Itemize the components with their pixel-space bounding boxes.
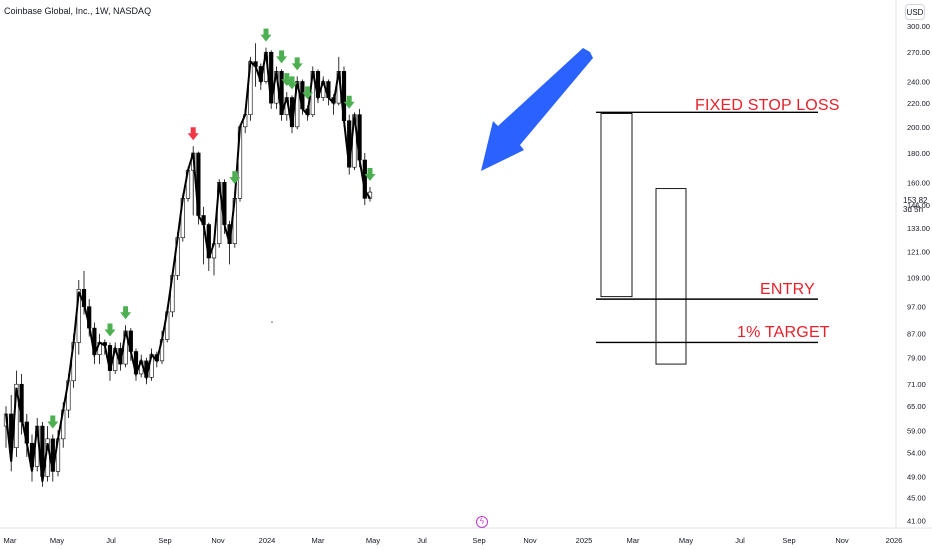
y-tick-label: 109.00 [907,274,930,283]
x-tick-label: May [50,536,64,545]
x-tick-label: 2026 [886,536,903,545]
green-down-arrow-icon [260,28,272,42]
y-tick-label: 121.00 [907,248,930,257]
trade-levels [596,111,818,344]
y-tick-label: 180.00 [907,149,930,158]
lightning-icon[interactable]: ϟ [476,516,488,528]
callout-arrow-icon [481,48,593,171]
chart-title: Coinbase Global, Inc., 1W, NASDAQ [4,6,152,16]
y-tick-label: 200.00 [907,123,930,132]
price-axis: 41.00 45.00 49.00 54.00 59.00 65.00 71.00 79.00… [907,22,930,526]
x-tick-label: Jul [735,536,745,545]
y-tick-label: 54.00 [907,448,926,457]
green-down-arrow-icon [281,73,293,87]
green-down-arrow-icon [364,167,376,181]
x-tick-label: 2025 [576,536,593,545]
y-tick-label: 146.00 [907,201,930,210]
green-down-arrow-icon [302,86,314,100]
x-tick-label: Sep [472,536,485,545]
y-tick-label: 65.00 [907,402,926,411]
x-tick-label: Sep [158,536,171,545]
currency-button[interactable]: USD [905,4,925,20]
x-tick-label: Nov [523,536,537,545]
x-tick-label: Jul [417,536,427,545]
price-dot [271,321,273,323]
range-box [600,113,633,298]
y-tick-label: 49.00 [907,472,926,481]
close-line [5,52,371,482]
y-tick-label: 133.00 [907,224,930,233]
x-tick-label: Nov [835,536,849,545]
y-tick-label: 45.00 [907,494,926,503]
green-down-arrow-icon [276,50,288,64]
x-tick-label: 2024 [259,536,276,545]
x-tick-label: May [366,536,380,545]
y-tick-label: 240.00 [907,78,930,87]
y-tick-label: 79.00 [907,354,926,363]
green-down-arrow-icon [343,95,355,109]
x-tick-label: Jul [106,536,116,545]
green-down-arrow-icon [229,171,241,185]
x-tick-label: Nov [211,536,225,545]
x-tick-label: Sep [782,536,795,545]
y-tick-label: 220.00 [907,99,930,108]
green-down-arrow-icon [291,57,303,71]
y-tick-label: 87.00 [907,330,926,339]
y-tick-label: 270.00 [907,48,930,57]
stop-loss-label: FIXED STOP LOSS [695,97,840,114]
x-tick-label: May [679,536,693,545]
red-down-arrow-icon [187,127,199,141]
y-tick-label: 41.00 [907,517,926,526]
callout-arrow [481,48,593,171]
green-down-arrow-icon [286,76,298,90]
bar-countdown: 3d 5h [903,205,924,214]
x-tick-label: Mar [627,536,640,545]
range-box [655,188,687,365]
time-axis: Mar May Jul Sep Nov 2024 Mar May Jul Sep Nov 2025 Ma… [4,536,903,545]
last-price: 153.82 [903,196,928,205]
y-tick-label: 300.00 [907,22,930,31]
y-tick-label: 59.00 [907,426,926,435]
y-tick-label: 71.00 [907,380,926,389]
green-down-arrow-icon [120,306,132,320]
green-down-arrow-icon [47,415,59,429]
green-down-arrow-icon [104,323,116,337]
range-boxes [600,113,687,365]
y-tick-label: 97.00 [907,303,926,312]
target-label: 1% TARGET [737,324,830,341]
x-tick-label: Mar [312,536,325,545]
signal-arrows [47,28,376,429]
y-tick-label: 160.00 [907,178,930,187]
entry-label: ENTRY [760,281,815,298]
last-price-tag: 153.82 3d 5h [903,196,927,214]
x-tick-label: Mar [4,536,17,545]
